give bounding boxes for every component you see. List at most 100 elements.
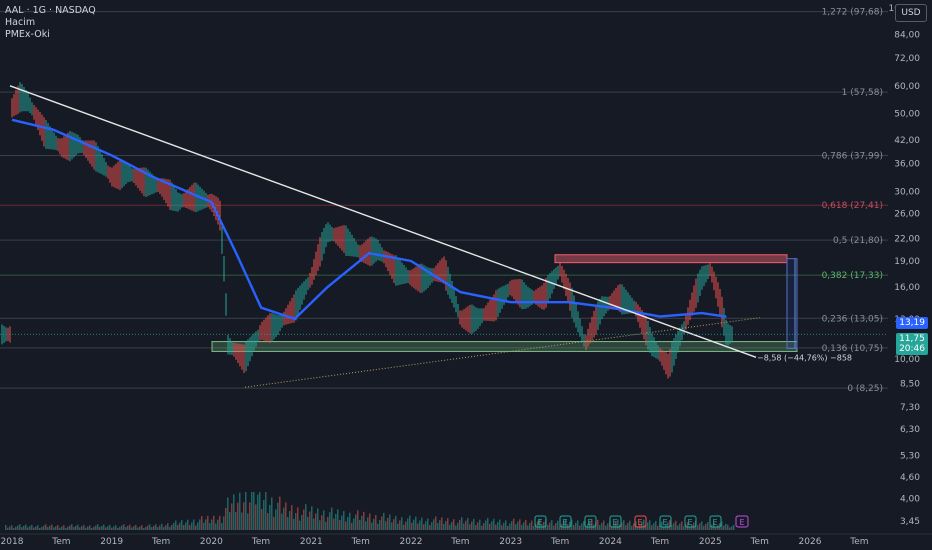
volume-bar xyxy=(697,525,699,530)
volume-bar xyxy=(507,525,509,530)
volume-bar xyxy=(211,519,213,530)
volume-bar xyxy=(27,527,29,530)
volume-bar xyxy=(557,520,559,530)
volume-bar xyxy=(145,526,147,530)
volume-bar xyxy=(357,510,359,530)
volume-bar xyxy=(645,524,647,530)
volume-bar xyxy=(717,525,719,530)
volume-bar xyxy=(585,526,587,530)
earnings-marker-label: E xyxy=(562,518,567,527)
volume-bar xyxy=(683,526,685,530)
volume-bar xyxy=(163,526,165,530)
volume-bar xyxy=(261,509,263,530)
volume-bar xyxy=(679,523,681,530)
volume-bar xyxy=(47,527,49,530)
x-tick-label: 2018 xyxy=(1,537,24,547)
volume-bar xyxy=(23,525,25,530)
volume-bar xyxy=(323,510,325,530)
volume-bar xyxy=(49,525,51,530)
volume-bar xyxy=(329,512,331,530)
earnings-marker-label: E xyxy=(687,518,692,527)
y-tick-label: 3,45 xyxy=(900,517,920,527)
volume-bar xyxy=(11,525,13,530)
volume-bar xyxy=(125,527,127,530)
earnings-marker xyxy=(584,515,597,528)
volume-bar xyxy=(21,527,23,530)
volume-bar xyxy=(403,524,405,530)
x-tick-label: Tem xyxy=(450,537,469,547)
volume-bar xyxy=(69,525,71,530)
volume-bar xyxy=(489,523,491,530)
volume-bar xyxy=(255,504,257,530)
volume-bar xyxy=(467,518,469,530)
volume-bar xyxy=(35,526,37,530)
volume-bar xyxy=(113,526,115,530)
volume-bar xyxy=(483,523,485,530)
volume-bar xyxy=(73,527,75,530)
volume-bar xyxy=(281,513,283,530)
x-tick-label: Tem xyxy=(849,537,868,547)
volume-bar xyxy=(439,520,441,530)
volume-bar xyxy=(463,523,465,530)
volume-bar xyxy=(565,519,567,530)
x-tick-label: Tem xyxy=(51,537,70,547)
volume-bar xyxy=(91,528,93,530)
volume-bar xyxy=(425,521,427,530)
y-tick-label: 6,30 xyxy=(900,425,920,435)
y-tick-label: 60,00 xyxy=(894,82,920,92)
volume-bar xyxy=(503,522,505,530)
volume-bar xyxy=(247,513,249,530)
volume-bar xyxy=(209,523,211,530)
volume-bar xyxy=(629,520,631,530)
fib-label: 0,5 (21,80) xyxy=(833,236,883,246)
last-price-value: 11,75 xyxy=(899,334,925,344)
volume-bar xyxy=(399,520,401,530)
fib-label: 1,272 (97,68) xyxy=(822,8,883,18)
y-tick-label: 42,00 xyxy=(894,136,920,146)
volume-bar xyxy=(151,527,153,530)
volume-bar xyxy=(5,524,7,530)
volume-bar xyxy=(29,526,31,530)
volume-bar xyxy=(223,516,225,530)
volume-bar xyxy=(537,521,539,530)
y-tick-label: 26,00 xyxy=(894,209,920,219)
volume-bar xyxy=(461,517,463,530)
volume-bar xyxy=(707,521,709,530)
volume-bar xyxy=(353,518,355,530)
volume-bar xyxy=(189,525,191,530)
earnings-marker xyxy=(559,515,572,528)
volume-bar xyxy=(579,525,581,530)
volume-bar xyxy=(519,519,521,530)
volume-bar xyxy=(667,522,669,530)
volume-bar xyxy=(129,524,131,530)
volume-bar xyxy=(525,519,527,530)
volume-bar xyxy=(453,519,455,530)
volume-label: Hacim xyxy=(5,17,36,28)
volume-bar xyxy=(117,528,119,530)
volume-bar xyxy=(477,522,479,530)
volume-bar xyxy=(373,518,375,530)
currency-button[interactable]: USD xyxy=(895,4,927,22)
volume-bar xyxy=(107,526,109,530)
volume-bar xyxy=(655,520,657,530)
volume-bar xyxy=(121,525,123,530)
volume-bar xyxy=(83,524,85,530)
volume-bar xyxy=(245,492,247,530)
volume-bar xyxy=(13,528,15,530)
volume-bar xyxy=(441,517,443,530)
volume-bar xyxy=(473,518,475,530)
volume-bar xyxy=(291,505,293,530)
volume-bar xyxy=(165,525,167,530)
volume-bar xyxy=(531,520,533,530)
volume-bar xyxy=(275,509,277,530)
volume-bar xyxy=(277,502,279,530)
volume-bar xyxy=(335,513,337,530)
volume-bar xyxy=(479,519,481,530)
volume-bar xyxy=(315,513,317,530)
volume-bar xyxy=(75,525,77,530)
volume-bar xyxy=(505,520,507,530)
volume-bar xyxy=(179,522,181,530)
volume-bar xyxy=(147,525,149,530)
volume-bar xyxy=(269,505,271,530)
